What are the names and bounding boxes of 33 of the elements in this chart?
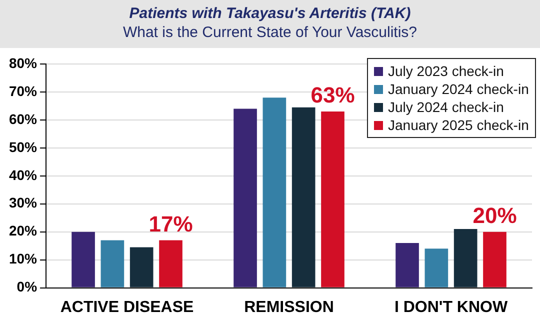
bar: [292, 107, 316, 288]
bar: [321, 112, 344, 288]
x-tick-label: REMISSION: [244, 298, 334, 316]
legend-label: January 2024 check-in: [388, 81, 529, 97]
legend-label: January 2025 check-in: [388, 117, 529, 133]
y-tick-label: 10%: [8, 250, 38, 267]
x-tick-label: ACTIVE DISEASE: [60, 298, 194, 316]
y-tick-label: 50%: [8, 138, 38, 155]
y-tick-label: 80%: [8, 54, 38, 71]
bar: [159, 240, 182, 288]
data-label: 17%: [148, 211, 193, 236]
x-tick-label: I DON'T KNOW: [394, 298, 508, 316]
chart-title: Patients with Takayasu's Arteritis (TAK): [128, 5, 412, 22]
data-label: 63%: [310, 82, 355, 108]
bar: [483, 232, 506, 288]
bar: [234, 108, 257, 288]
bar: [454, 229, 478, 288]
y-tick-label: 0%: [16, 278, 38, 295]
y-tick-label: 40%: [8, 166, 38, 183]
bar: [100, 240, 124, 288]
legend-label: July 2024 check-in: [388, 99, 504, 115]
legend-label: July 2023 check-in: [388, 63, 504, 79]
y-tick-label: 30%: [8, 194, 38, 211]
chart-subtitle: What is the Current State of Your Vasculitis?: [122, 24, 418, 41]
y-tick-label: 60%: [8, 110, 38, 127]
bar: [72, 232, 95, 288]
bar: [396, 243, 419, 288]
bar: [262, 98, 286, 288]
bar: [130, 247, 154, 288]
data-label: 20%: [472, 202, 517, 228]
y-tick-label: 70%: [8, 82, 38, 99]
y-tick-label: 20%: [8, 222, 38, 239]
bar: [424, 248, 448, 288]
